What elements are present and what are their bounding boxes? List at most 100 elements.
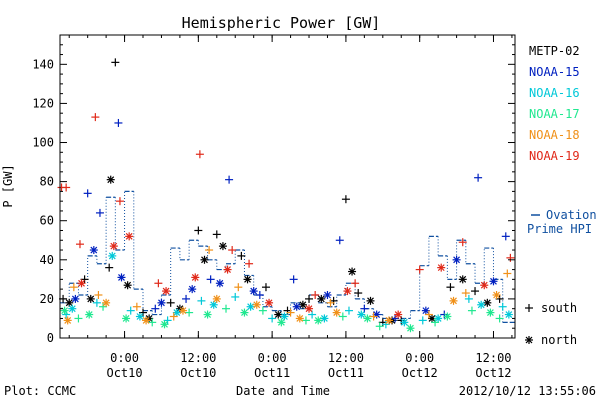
south-point <box>474 173 483 182</box>
south-point <box>194 226 203 235</box>
star-d2 <box>480 281 488 289</box>
star-d2 <box>68 305 76 313</box>
south-point <box>495 314 504 323</box>
star-d2 <box>422 307 430 315</box>
star-d2 <box>158 299 165 307</box>
north-point <box>212 294 221 303</box>
south-point <box>231 292 240 301</box>
star-d2 <box>296 315 304 322</box>
south-point <box>245 259 254 268</box>
north-point <box>280 312 289 321</box>
star-d2 <box>385 316 393 324</box>
y-axis-label: P [GW] <box>1 164 15 207</box>
north-point <box>298 300 307 309</box>
south-point <box>464 294 473 303</box>
south-point <box>289 275 298 284</box>
star-d2 <box>136 313 144 320</box>
south-point <box>91 113 100 122</box>
south-point <box>225 175 234 184</box>
star-d2 <box>434 315 442 322</box>
south-point <box>375 322 384 331</box>
south-point <box>461 289 470 298</box>
legend-entry: NOAA-17 <box>529 107 580 121</box>
north-point <box>277 318 286 327</box>
star-d2 <box>364 315 371 322</box>
north-point <box>85 310 94 319</box>
south-point <box>301 316 310 325</box>
star-d2 <box>85 311 93 318</box>
north-point <box>274 310 283 319</box>
south-point <box>255 290 264 299</box>
y-tick-label: 100 <box>32 136 54 150</box>
north-point <box>249 287 258 296</box>
star-d2 <box>525 336 533 344</box>
y-tick-label: 40 <box>40 253 54 267</box>
star-d2 <box>407 324 414 332</box>
south-point <box>154 279 163 288</box>
south-point <box>354 289 363 298</box>
star-d2 <box>277 318 285 326</box>
north-point <box>348 267 357 276</box>
south-point <box>148 318 157 327</box>
south-point <box>234 283 243 292</box>
x-tick-label-date: Oct10 <box>106 366 142 380</box>
star-d2 <box>486 309 494 317</box>
north-point <box>394 310 403 319</box>
south-point <box>197 296 206 305</box>
south-point <box>311 290 320 299</box>
north-point <box>317 294 326 303</box>
north-point <box>489 277 498 286</box>
star-d2 <box>161 320 168 328</box>
star-d2 <box>299 301 307 309</box>
x-tick-label-date: Oct11 <box>254 366 290 380</box>
north-point <box>122 314 131 323</box>
north-point <box>305 304 314 313</box>
south-point <box>446 283 455 292</box>
south-point <box>126 306 135 315</box>
south-point <box>114 118 123 127</box>
north-point <box>86 294 95 303</box>
star-d2 <box>367 297 374 305</box>
north-point <box>366 296 375 305</box>
north-point <box>157 298 166 307</box>
legend-entry: NOAA-19 <box>529 149 580 163</box>
north-point <box>492 290 501 299</box>
south-point <box>95 208 104 217</box>
north-point <box>135 312 144 321</box>
star-d2 <box>253 301 261 309</box>
south-point <box>169 312 178 321</box>
north-point <box>449 296 458 305</box>
star-d2 <box>490 277 497 285</box>
star-d2 <box>344 287 351 295</box>
star-d2 <box>210 301 218 309</box>
north-point <box>102 298 111 307</box>
star-d2 <box>110 242 118 250</box>
x-tick-label-time: 0:00 <box>258 351 287 365</box>
north-point <box>458 275 467 284</box>
south-point <box>424 310 433 319</box>
north-point <box>125 232 134 241</box>
star-d2 <box>124 281 132 289</box>
star-d2 <box>394 311 402 318</box>
star-d2 <box>142 316 150 324</box>
star-d2 <box>204 311 211 318</box>
ovation-legend-label-2: Prime HPI <box>527 222 592 236</box>
south-point <box>326 298 335 307</box>
north-point <box>60 306 69 315</box>
south-point <box>212 230 221 239</box>
north-point <box>265 298 274 307</box>
north-point <box>65 298 74 307</box>
ovation-prime-legend: Ovation Prime HPI <box>527 208 597 236</box>
south-point <box>206 275 215 284</box>
x-tick-label-date: Oct12 <box>475 366 511 380</box>
star-d2 <box>122 315 130 322</box>
south-point <box>458 238 467 247</box>
south-point <box>369 312 378 321</box>
star-d2 <box>459 275 467 283</box>
north-point <box>108 251 117 260</box>
north-point <box>486 308 495 317</box>
north-point <box>480 281 489 290</box>
north-point <box>246 302 255 311</box>
star-d2 <box>173 309 181 317</box>
south-point <box>83 189 92 198</box>
